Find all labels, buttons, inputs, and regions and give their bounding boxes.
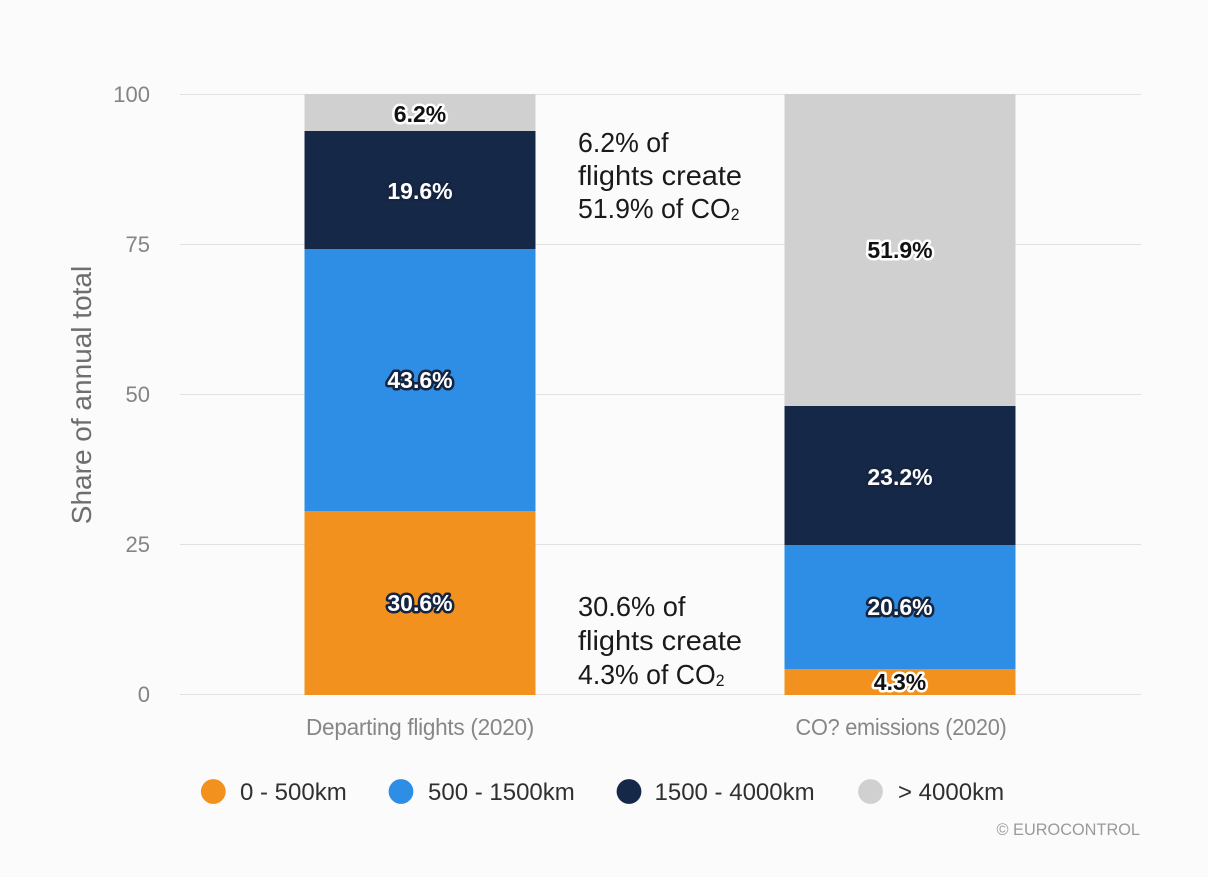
svg-text:4.3%: 4.3% [874, 669, 926, 695]
svg-text:51.9% of CO2: 51.9% of CO2 [578, 193, 739, 224]
svg-text:0: 0 [138, 682, 150, 707]
svg-text:23.2%: 23.2% [867, 464, 932, 490]
svg-text:6.2%: 6.2% [394, 101, 446, 127]
svg-text:51.9%: 51.9% [867, 237, 932, 263]
svg-text:Departing flights (2020): Departing flights (2020) [306, 714, 534, 740]
svg-text:50: 50 [126, 382, 150, 407]
svg-text:30.6%: 30.6% [387, 590, 452, 616]
svg-text:25: 25 [126, 532, 150, 557]
svg-text:500 - 1500km: 500 - 1500km [428, 779, 575, 806]
svg-text:75: 75 [126, 232, 150, 257]
svg-text:4.3% of CO2: 4.3% of CO2 [578, 659, 725, 690]
svg-text:30.6% of: 30.6% of [578, 591, 686, 622]
svg-text:0 - 500km: 0 - 500km [240, 779, 347, 806]
svg-text:6.2% of: 6.2% of [578, 127, 669, 158]
svg-text:20.6%: 20.6% [867, 594, 932, 620]
svg-text:1500 - 4000km: 1500 - 4000km [655, 779, 815, 806]
svg-text:Share of annual total: Share of annual total [66, 266, 97, 524]
svg-text:flights create: flights create [578, 625, 742, 656]
svg-text:flights create: flights create [578, 160, 742, 191]
svg-text:© EUROCONTROL: © EUROCONTROL [997, 820, 1141, 839]
svg-text:19.6%: 19.6% [387, 178, 452, 204]
svg-text:100: 100 [113, 82, 150, 107]
svg-text:43.6%: 43.6% [387, 367, 452, 393]
svg-text:> 4000km: > 4000km [898, 779, 1004, 806]
svg-text:CO? emissions (2020): CO? emissions (2020) [796, 714, 1007, 740]
